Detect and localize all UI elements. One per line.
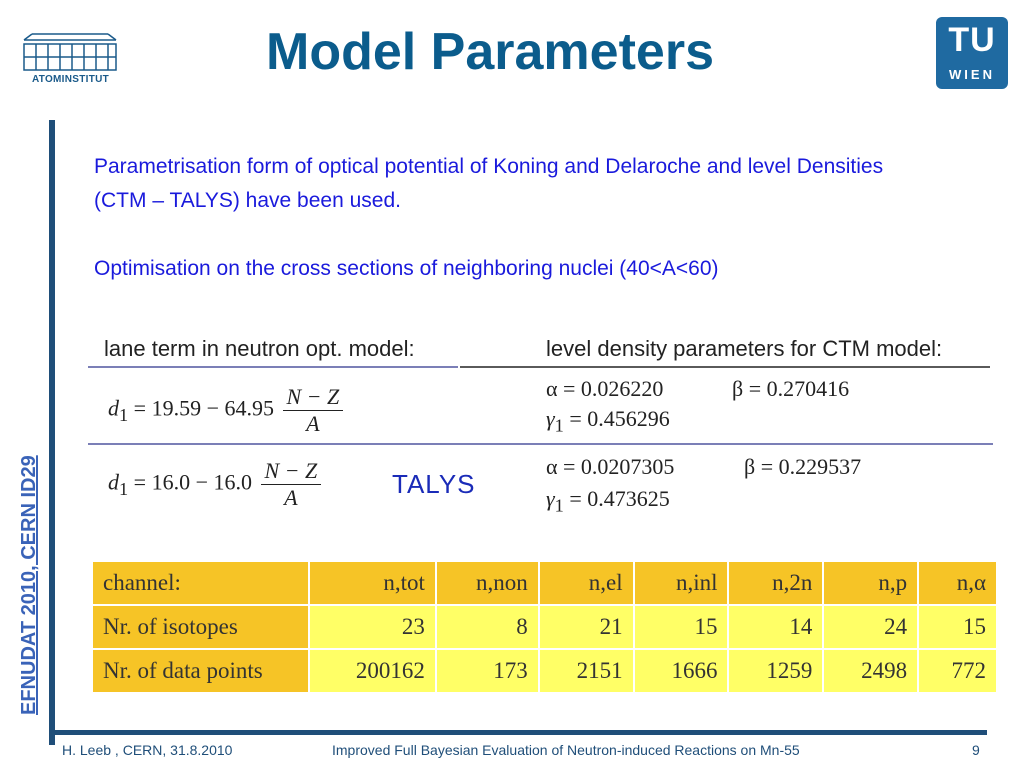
alpha-value-2: α = 0.0207305	[546, 454, 675, 479]
table-header-cell: n,non	[434, 560, 540, 606]
tu-logo-bottom: WIEN	[949, 67, 995, 82]
atominstitut-logo-text: ATOMINSTITUT	[31, 74, 110, 85]
fraction-numerator: N − Z	[260, 458, 322, 485]
table-header-cell: n,tot	[308, 560, 437, 606]
footer-page-number: 9	[972, 742, 980, 758]
alpha-value-1: α = 0.026220	[546, 376, 664, 401]
paragraph-optimisation: Optimisation on the cross sections of ne…	[94, 257, 719, 280]
vertical-accent-bar	[49, 120, 55, 745]
d1-symbol: d	[108, 469, 119, 495]
paragraph-optical-potential: Parametrisation form of optical potentia…	[94, 155, 884, 212]
table-header-cell: n,el	[537, 560, 635, 606]
d1-subscript: 1	[119, 404, 129, 425]
table-cell: 15	[632, 604, 730, 650]
table-row-label: Nr. of data points	[91, 648, 310, 694]
gamma-rhs: = 0.456296	[569, 406, 670, 431]
d1-symbol: d	[108, 395, 119, 421]
gamma-symbol: γ	[546, 406, 555, 431]
conference-vertical-label: EFNUDAT 2010, CERN ID29	[18, 455, 40, 715]
gamma-subscript: 1	[554, 495, 564, 516]
table-row: Nr. of isotopes 23 8 21 15 14 24 15	[91, 604, 998, 650]
tu-logo-top: TU	[948, 21, 996, 59]
gamma-rhs: = 0.473625	[569, 486, 670, 511]
table-header-cell: n,p	[822, 560, 920, 606]
fraction: N − Z A	[260, 458, 322, 511]
footer-author-date: H. Leeb , CERN, 31.8.2010	[62, 742, 233, 758]
level-density-header: level density parameters for CTM model:	[546, 336, 943, 361]
beta-value-2: β = 0.229537	[744, 454, 862, 479]
d1-formula-1: d1 = 19.59 − 64.95 N − Z A	[108, 384, 346, 437]
table-cell: 14	[727, 604, 825, 650]
gamma-subscript: 1	[554, 415, 564, 436]
table-header-row: channel: n,tot n,non n,el n,inl n,2n n,p…	[91, 560, 998, 606]
table-cell: 24	[822, 604, 920, 650]
table-row: Nr. of data points 200162 173 2151 1666 …	[91, 648, 998, 694]
table-cell: 15	[917, 604, 998, 650]
table-cell: 23	[308, 604, 437, 650]
table-cell: 2151	[537, 648, 635, 694]
slide-title: Model Parameters	[266, 23, 714, 81]
d1-rhs: = 19.59 − 64.95	[133, 395, 274, 421]
table-header-cell: channel:	[91, 560, 310, 606]
table-header-cell: n,α	[917, 560, 998, 606]
header-divider-left	[88, 366, 458, 368]
footer-presentation-title: Improved Full Bayesian Evaluation of Neu…	[332, 742, 800, 758]
lane-term-header: lane term in neutron opt. model:	[104, 336, 415, 361]
d1-formula-2: d1 = 16.0 − 16.0 N − Z A	[108, 458, 324, 511]
d1-subscript: 1	[119, 478, 129, 499]
table-cell: 1666	[632, 648, 730, 694]
table-cell: 2498	[822, 648, 920, 694]
tu-wien-logo: TU WIEN	[936, 17, 1008, 89]
fraction-denominator: A	[284, 485, 298, 510]
gamma-value-2: γ1 = 0.473625	[546, 486, 670, 516]
gamma-value-1: γ1 = 0.456296	[546, 406, 670, 436]
channel-data-table: channel: n,tot n,non n,el n,inl n,2n n,p…	[91, 560, 998, 694]
atominstitut-logo: ATOMINSTITUT	[18, 30, 123, 90]
row-divider	[88, 443, 993, 445]
table-header-cell: n,2n	[727, 560, 825, 606]
header-divider-right	[460, 366, 990, 368]
table-cell: 8	[434, 604, 540, 650]
talys-label: TALYS	[392, 469, 476, 499]
fraction-numerator: N − Z	[282, 384, 344, 411]
fraction-denominator: A	[306, 411, 320, 436]
fraction: N − Z A	[282, 384, 344, 437]
table-cell: 21	[537, 604, 635, 650]
table-header-cell: n,inl	[632, 560, 730, 606]
table-row-label: Nr. of isotopes	[91, 604, 310, 650]
table-cell: 772	[917, 648, 998, 694]
table-cell: 200162	[308, 648, 437, 694]
horizontal-accent-bar	[49, 730, 987, 735]
beta-value-1: β = 0.270416	[732, 376, 850, 401]
table-cell: 173	[434, 648, 540, 694]
d1-rhs: = 16.0 − 16.0	[133, 469, 252, 495]
parameter-formulas: lane term in neutron opt. model: level d…	[88, 336, 993, 522]
building-icon	[23, 33, 117, 71]
gamma-symbol: γ	[546, 486, 555, 511]
table-cell: 1259	[727, 648, 825, 694]
